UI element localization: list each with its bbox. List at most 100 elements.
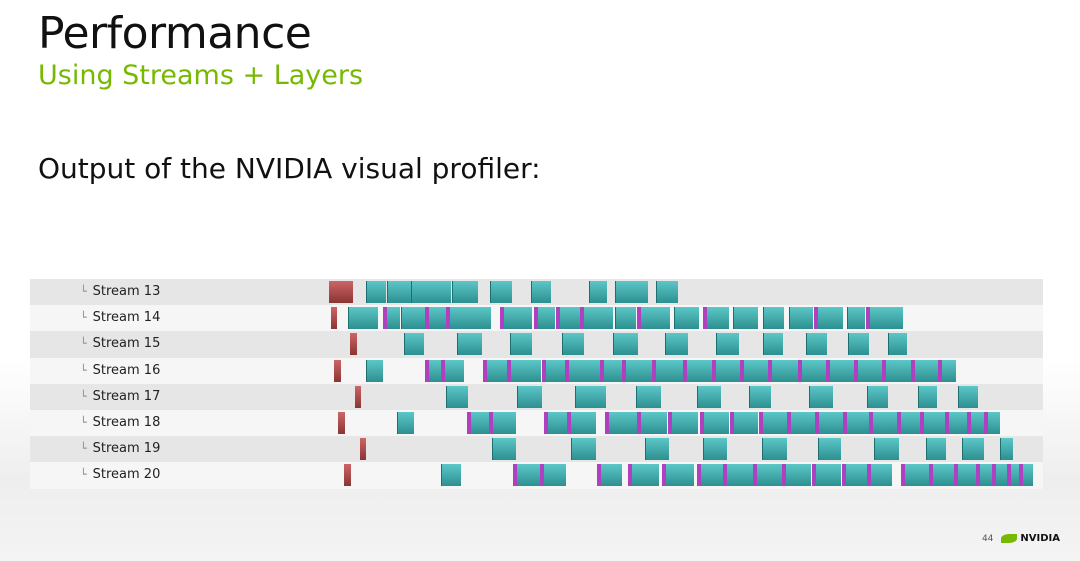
kernel-block[interactable] bbox=[726, 464, 753, 487]
kernel-block[interactable] bbox=[411, 281, 451, 303]
kernel-block[interactable] bbox=[686, 359, 713, 382]
kernel-block[interactable] bbox=[845, 464, 867, 487]
kernel-block[interactable] bbox=[846, 412, 870, 434]
kernel-block[interactable] bbox=[904, 464, 930, 487]
kernel-block[interactable] bbox=[706, 307, 729, 330]
kernel-block[interactable] bbox=[492, 412, 516, 434]
kernel-block[interactable] bbox=[401, 307, 425, 330]
kernel-block[interactable] bbox=[446, 385, 468, 408]
kernel-block[interactable] bbox=[789, 307, 813, 330]
kernel-block[interactable] bbox=[703, 438, 727, 461]
kernel-block[interactable] bbox=[743, 359, 769, 382]
memcpy-block[interactable] bbox=[355, 385, 361, 408]
kernel-block[interactable] bbox=[948, 412, 969, 434]
kernel-block[interactable] bbox=[613, 333, 638, 356]
kernel-block[interactable] bbox=[785, 464, 811, 487]
kernel-block[interactable] bbox=[640, 412, 667, 434]
kernel-block[interactable] bbox=[817, 307, 843, 330]
kernel-block[interactable] bbox=[589, 281, 607, 303]
kernel-block[interactable] bbox=[452, 281, 478, 303]
kernel-block[interactable] bbox=[510, 359, 541, 382]
kernel-block[interactable] bbox=[733, 412, 758, 434]
kernel-block[interactable] bbox=[397, 412, 414, 434]
kernel-block[interactable] bbox=[625, 359, 653, 382]
kernel-block[interactable] bbox=[790, 412, 815, 434]
kernel-block[interactable] bbox=[763, 333, 783, 356]
kernel-block[interactable] bbox=[715, 359, 741, 382]
kernel-block[interactable] bbox=[932, 464, 956, 487]
kernel-block[interactable] bbox=[428, 307, 446, 330]
stream-row[interactable]: └ Stream 16 bbox=[30, 357, 1043, 384]
kernel-block[interactable] bbox=[888, 333, 907, 356]
kernel-block[interactable] bbox=[674, 307, 699, 330]
kernel-block[interactable] bbox=[387, 281, 411, 303]
kernel-block[interactable] bbox=[568, 359, 601, 382]
kernel-block[interactable] bbox=[665, 333, 688, 356]
kernel-block[interactable] bbox=[656, 281, 678, 303]
kernel-block[interactable] bbox=[867, 385, 888, 408]
kernel-block[interactable] bbox=[756, 464, 782, 487]
kernel-block[interactable] bbox=[645, 438, 669, 461]
kernel-block[interactable] bbox=[703, 412, 729, 434]
kernel-block[interactable] bbox=[914, 359, 939, 382]
kernel-block[interactable] bbox=[386, 307, 400, 330]
kernel-block[interactable] bbox=[615, 307, 636, 330]
kernel-block[interactable] bbox=[562, 333, 584, 356]
stream-row[interactable]: └ Stream 13 bbox=[30, 279, 1043, 306]
kernel-block[interactable] bbox=[559, 307, 581, 330]
kernel-block[interactable] bbox=[872, 412, 897, 434]
kernel-block[interactable] bbox=[806, 333, 827, 356]
kernel-block[interactable] bbox=[449, 307, 491, 330]
kernel-block[interactable] bbox=[603, 359, 623, 382]
kernel-block[interactable] bbox=[636, 385, 661, 408]
kernel-block[interactable] bbox=[1022, 464, 1033, 487]
kernel-block[interactable] bbox=[818, 412, 843, 434]
kernel-block[interactable] bbox=[771, 359, 799, 382]
kernel-block[interactable] bbox=[847, 307, 865, 330]
kernel-block[interactable] bbox=[571, 438, 596, 461]
memcpy-block[interactable] bbox=[331, 307, 337, 330]
kernel-block[interactable] bbox=[547, 412, 567, 434]
memcpy-block[interactable] bbox=[360, 438, 366, 461]
kernel-block[interactable] bbox=[918, 385, 937, 408]
kernel-block[interactable] bbox=[885, 359, 911, 382]
kernel-block[interactable] bbox=[404, 333, 424, 356]
kernel-block[interactable] bbox=[716, 333, 739, 356]
kernel-block[interactable] bbox=[987, 412, 1000, 434]
kernel-block[interactable] bbox=[700, 464, 724, 487]
kernel-block[interactable] bbox=[1000, 438, 1013, 461]
kernel-block[interactable] bbox=[516, 464, 541, 487]
kernel-block[interactable] bbox=[869, 307, 903, 330]
kernel-block[interactable] bbox=[801, 359, 827, 382]
memcpy-block[interactable] bbox=[338, 412, 345, 434]
kernel-block[interactable] bbox=[366, 281, 386, 303]
kernel-block[interactable] bbox=[870, 464, 892, 487]
kernel-block[interactable] bbox=[829, 359, 854, 382]
kernel-block[interactable] bbox=[749, 385, 771, 408]
kernel-block[interactable] bbox=[923, 412, 946, 434]
kernel-block[interactable] bbox=[671, 412, 698, 434]
kernel-block[interactable] bbox=[958, 385, 978, 408]
memcpy-block[interactable] bbox=[329, 281, 353, 303]
memcpy-block[interactable] bbox=[334, 359, 341, 382]
kernel-block[interactable] bbox=[575, 385, 606, 408]
stream-row[interactable]: └ Stream 18 bbox=[30, 410, 1043, 437]
kernel-block[interactable] bbox=[733, 307, 758, 330]
kernel-block[interactable] bbox=[486, 359, 509, 382]
kernel-block[interactable] bbox=[697, 385, 721, 408]
kernel-block[interactable] bbox=[531, 281, 551, 303]
kernel-block[interactable] bbox=[809, 385, 833, 408]
kernel-block[interactable] bbox=[348, 307, 378, 330]
kernel-block[interactable] bbox=[848, 333, 869, 356]
kernel-block[interactable] bbox=[457, 333, 482, 356]
kernel-block[interactable] bbox=[503, 307, 532, 330]
kernel-block[interactable] bbox=[366, 359, 383, 382]
kernel-block[interactable] bbox=[490, 281, 512, 303]
kernel-block[interactable] bbox=[655, 359, 683, 382]
kernel-block[interactable] bbox=[510, 333, 532, 356]
kernel-block[interactable] bbox=[818, 438, 841, 461]
stream-row[interactable]: └ Stream 15 bbox=[30, 331, 1043, 358]
kernel-block[interactable] bbox=[570, 412, 596, 434]
stream-row[interactable]: └ Stream 17 bbox=[30, 383, 1043, 410]
kernel-block[interactable] bbox=[763, 307, 784, 330]
